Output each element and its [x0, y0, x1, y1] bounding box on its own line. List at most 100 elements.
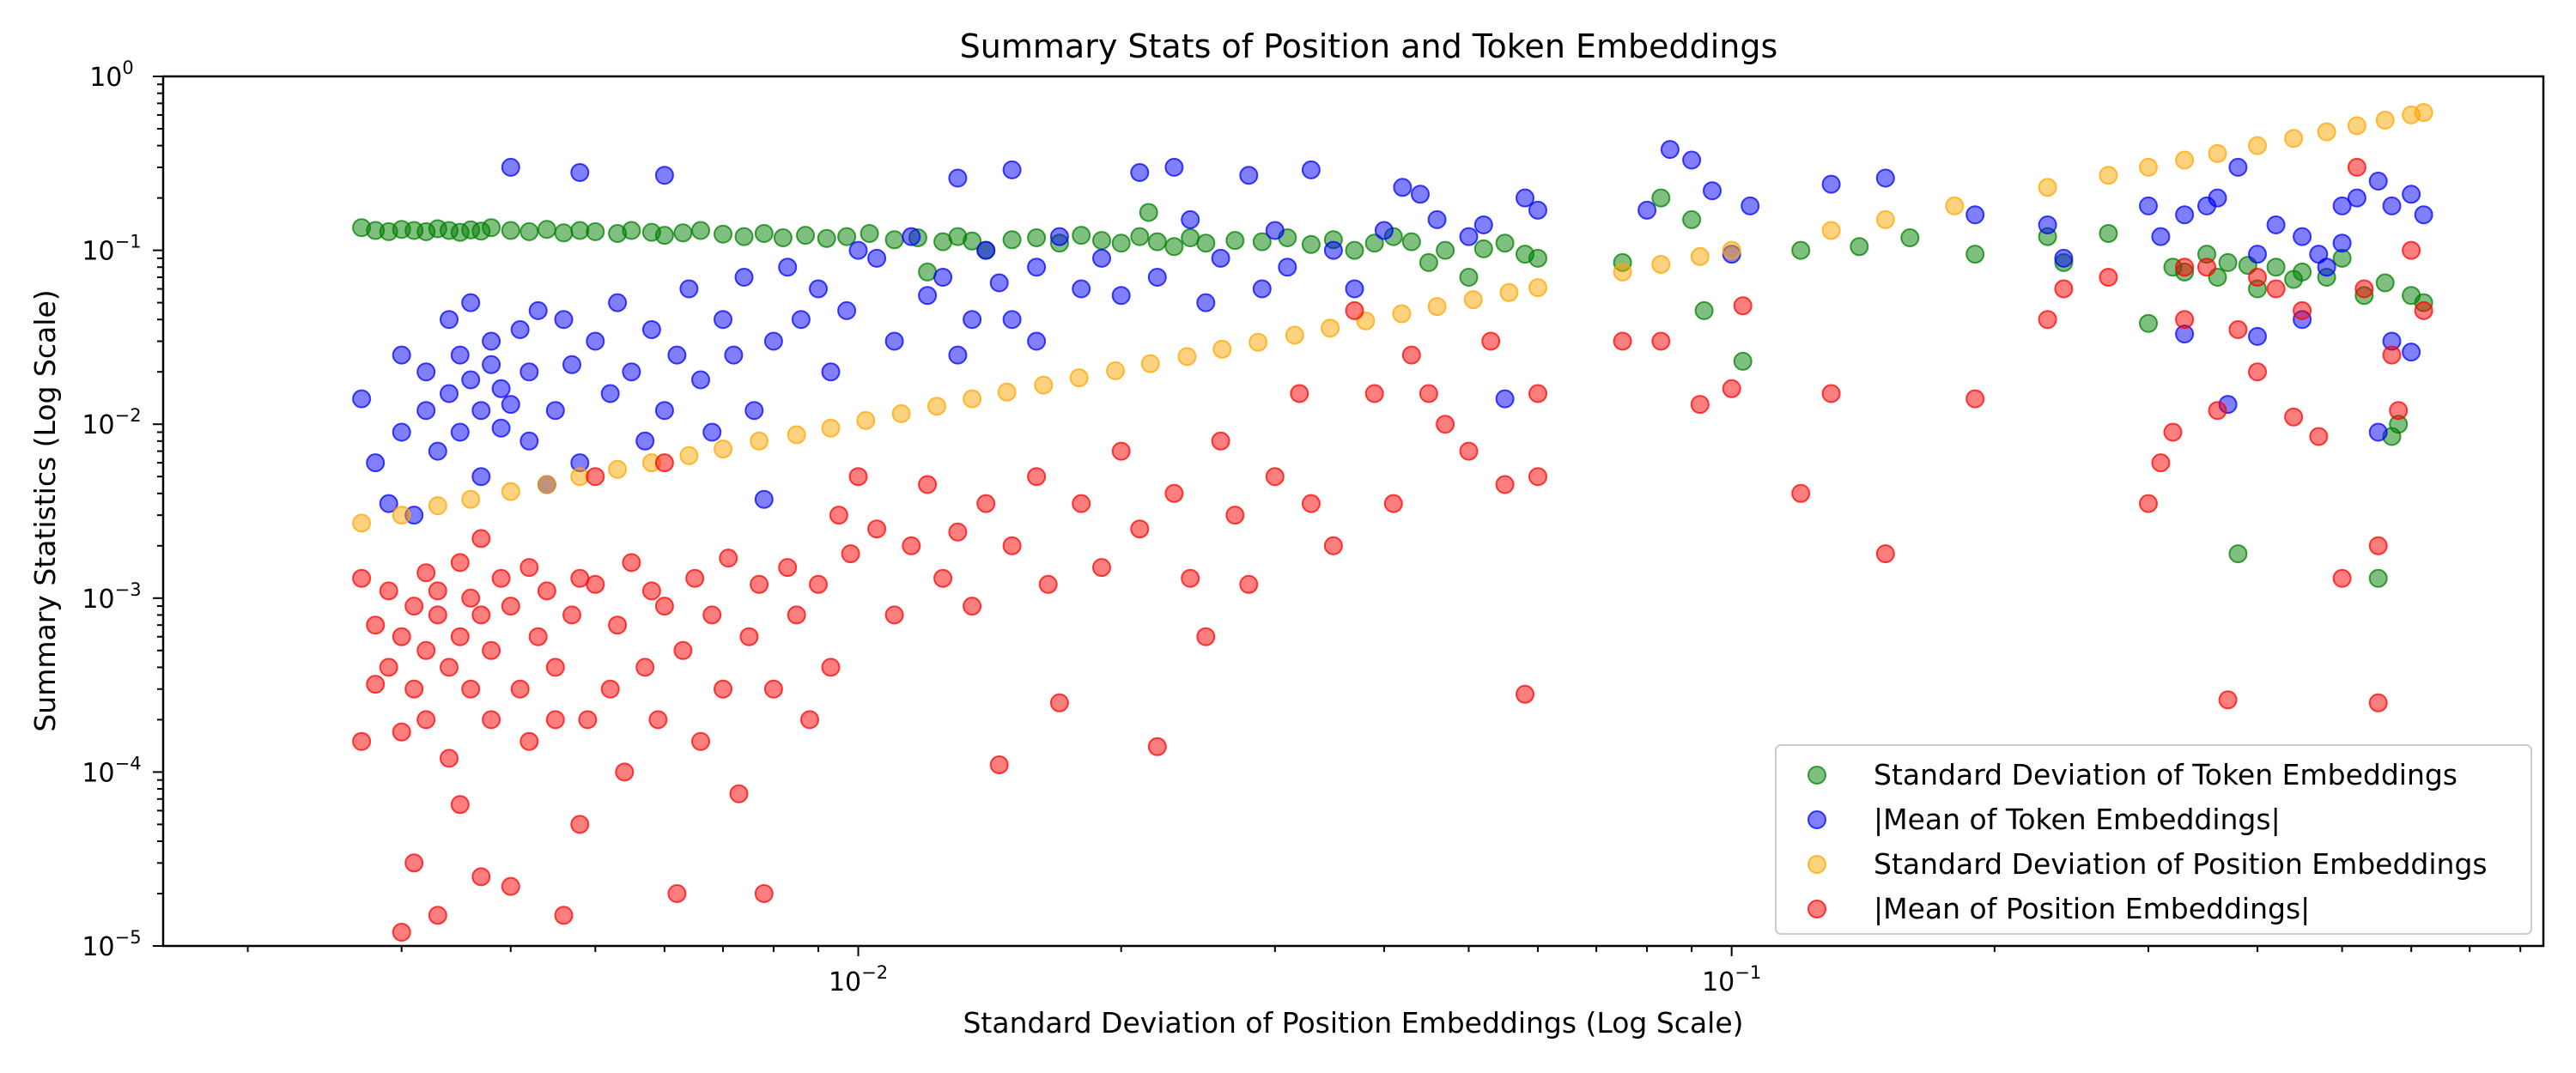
data-point — [501, 221, 520, 240]
data-point — [1875, 209, 1895, 229]
data-point — [1528, 467, 1547, 487]
data-point — [734, 227, 754, 246]
data-point — [450, 345, 470, 365]
data-point — [1733, 351, 1753, 371]
data-point — [379, 581, 398, 601]
series-2 — [352, 140, 2433, 525]
plot-frame — [161, 75, 2545, 948]
data-point — [948, 168, 968, 188]
data-point — [519, 221, 539, 241]
data-point — [1323, 536, 1343, 555]
data-point — [491, 568, 511, 588]
data-point — [787, 605, 806, 625]
data-point — [600, 384, 620, 403]
data-point — [1002, 160, 1022, 179]
data-point — [554, 906, 574, 925]
data-point — [1111, 233, 1131, 253]
data-point — [482, 710, 501, 730]
data-point — [440, 384, 459, 403]
data-point — [787, 425, 806, 445]
data-point — [1049, 227, 1069, 246]
data-point — [2266, 258, 2286, 277]
data-point — [528, 300, 548, 320]
data-point — [519, 731, 539, 751]
data-point — [2368, 568, 2388, 588]
data-point — [763, 679, 783, 699]
data-point — [450, 627, 470, 646]
data-point — [1875, 544, 1895, 564]
data-point — [1345, 279, 1364, 299]
data-point — [537, 220, 556, 239]
data-point — [714, 224, 732, 244]
data-point — [1239, 574, 1259, 594]
data-point — [778, 258, 798, 277]
data-point — [1345, 240, 1364, 260]
data-point — [809, 279, 828, 299]
data-point — [1900, 228, 1920, 247]
data-point — [2368, 693, 2388, 712]
data-point — [519, 558, 539, 578]
data-point — [673, 223, 693, 243]
data-point — [1239, 166, 1259, 185]
data-point — [562, 605, 581, 625]
data-point — [829, 506, 848, 525]
legend-label: |Mean of Position Embeddings| — [1874, 892, 2310, 925]
data-point — [510, 320, 530, 339]
data-point — [352, 389, 372, 409]
data-point — [1252, 279, 1272, 299]
data-point — [2208, 143, 2227, 163]
data-point — [1211, 431, 1230, 451]
data-point — [501, 482, 520, 501]
data-point — [461, 370, 481, 390]
data-point — [691, 731, 710, 751]
data-point — [635, 431, 655, 451]
data-point — [2382, 196, 2402, 215]
data-point — [2414, 103, 2433, 123]
data-point — [2099, 166, 2118, 185]
data-point — [2139, 494, 2158, 513]
data-point — [2228, 320, 2248, 339]
chart-title: Summary Stats of Position and Token Embe… — [960, 27, 1778, 65]
data-point — [1419, 384, 1438, 403]
data-point — [2347, 188, 2366, 208]
data-point — [2414, 300, 2433, 320]
data-point — [519, 431, 539, 451]
data-point — [1177, 347, 1197, 367]
data-point — [600, 679, 620, 699]
data-point — [1181, 209, 1200, 229]
data-point — [510, 679, 530, 699]
data-point — [482, 640, 501, 660]
data-point — [2354, 279, 2374, 299]
data-point — [545, 401, 565, 421]
data-point — [554, 310, 574, 330]
data-point — [1463, 290, 1483, 310]
data-point — [2175, 310, 2195, 330]
data-point — [2375, 273, 2395, 293]
data-point — [821, 362, 841, 382]
legend-marker — [1807, 766, 1826, 785]
data-point — [1495, 389, 1515, 409]
data-point — [2332, 196, 2352, 215]
data-point — [2054, 248, 2074, 268]
data-point — [754, 224, 774, 243]
data-point — [428, 605, 447, 625]
data-point — [519, 362, 539, 382]
y-tick-label: 10−1 — [82, 232, 141, 267]
data-point — [2402, 185, 2421, 204]
data-point — [1249, 332, 1268, 352]
data-point — [1495, 475, 1515, 494]
data-point — [461, 489, 481, 509]
data-point — [1072, 494, 1091, 513]
data-point — [608, 459, 628, 479]
data-point — [2293, 227, 2312, 246]
data-point — [404, 597, 424, 616]
data-point — [1027, 228, 1047, 247]
data-point — [352, 513, 372, 533]
data-point — [1111, 286, 1131, 306]
y-tick-label: 10−4 — [82, 753, 141, 788]
data-point — [1323, 240, 1343, 260]
data-point — [2284, 129, 2304, 149]
data-point — [714, 679, 732, 699]
data-point — [1651, 331, 1671, 351]
data-point — [963, 231, 982, 251]
